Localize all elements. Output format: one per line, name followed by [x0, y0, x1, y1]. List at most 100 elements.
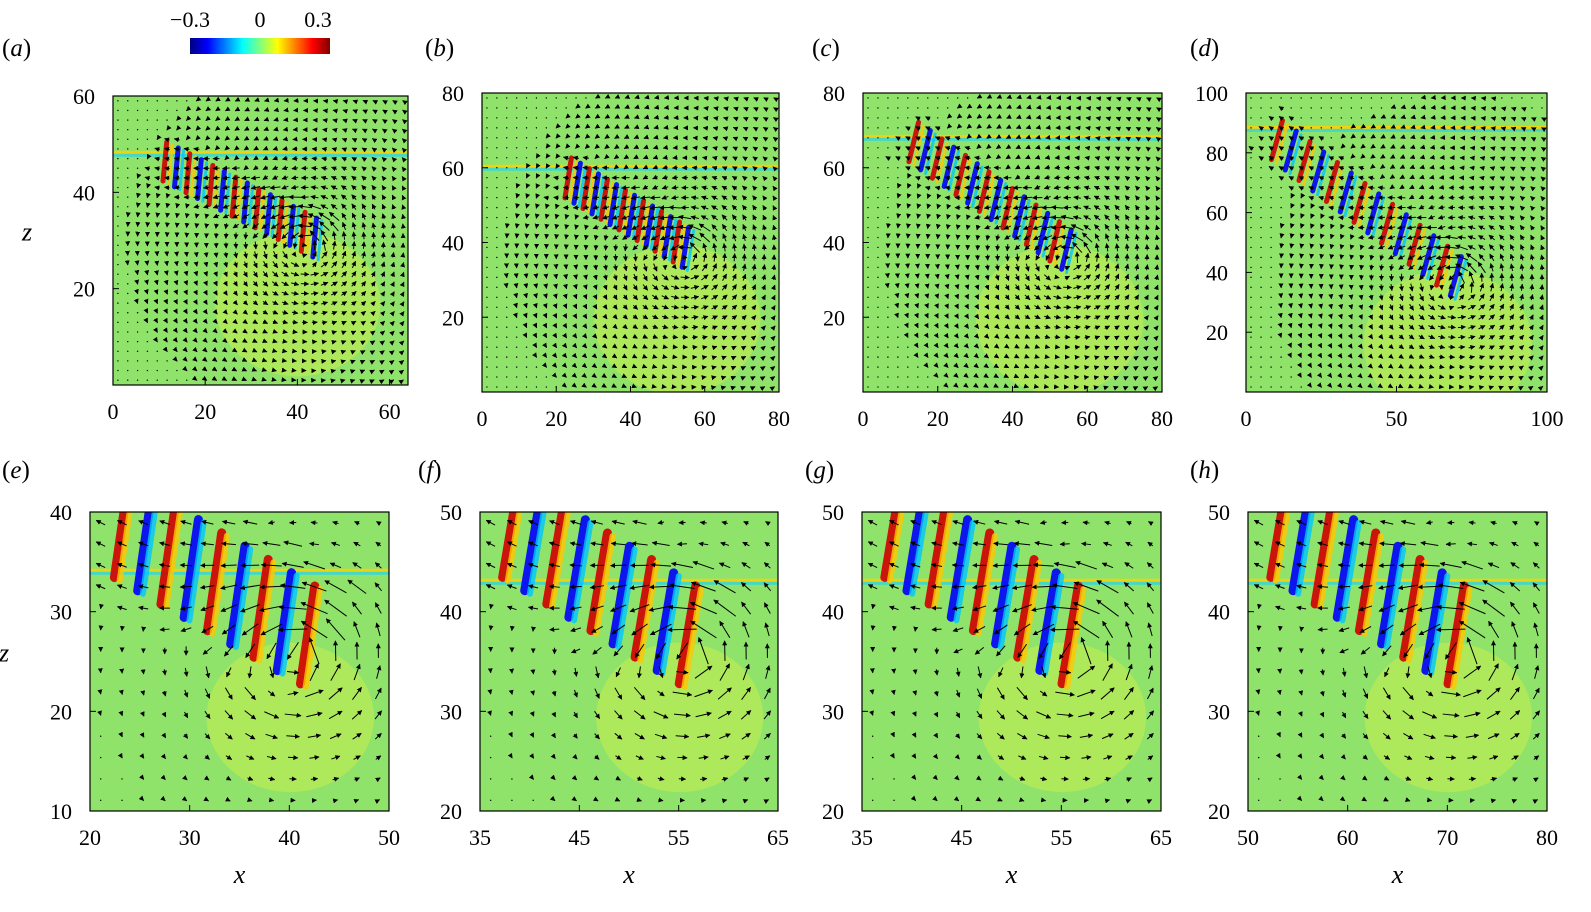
vector-dot [877, 316, 879, 318]
vector-arrow [162, 336, 168, 343]
vector-arrow [535, 163, 541, 169]
vector-arrow [203, 203, 210, 209]
vector-dot [506, 137, 508, 139]
vector-arrow [141, 626, 147, 632]
vector-arrow [1310, 213, 1315, 219]
vector-arrow [1370, 133, 1376, 139]
vector-dot [1250, 236, 1252, 239]
vector-dot [117, 273, 119, 275]
x-tick-label: 60 [1337, 825, 1359, 850]
vector-dot [887, 127, 889, 129]
vector-dot [146, 109, 149, 112]
vector-dot [897, 107, 899, 109]
vector-arrow [996, 114, 1002, 119]
vector-arrow [262, 174, 269, 180]
vector-arrow [1135, 117, 1142, 122]
vector-arrow [321, 310, 328, 316]
vector-arrow [712, 126, 719, 132]
vector-arrow [242, 309, 248, 315]
vector-arrow [731, 253, 737, 262]
vector-dot [117, 331, 119, 333]
vector-arrow [1317, 362, 1323, 369]
vector-dot [1300, 107, 1302, 109]
vector-dot [496, 107, 498, 109]
vector-arrow [205, 115, 211, 121]
vector-dot [525, 97, 528, 99]
vector-arrow [924, 303, 929, 309]
vector-dot [515, 137, 518, 139]
vector-arrow [153, 298, 159, 305]
vector-arrow [211, 356, 218, 362]
vector-arrow [702, 135, 708, 141]
vector-dot [99, 778, 102, 780]
vector-arrow [361, 241, 367, 249]
vector-arrow [164, 185, 170, 191]
vector-dot [1250, 326, 1252, 328]
vector-arrow [1074, 251, 1080, 264]
x-axis-label: x [1005, 860, 1018, 889]
vector-arrow [604, 103, 611, 109]
y-tick-label: 20 [823, 305, 845, 330]
vector-arrow [251, 347, 258, 353]
vector-arrow [201, 356, 208, 362]
vector-dot [877, 306, 879, 308]
vector-dot [1260, 216, 1262, 219]
vector-dot [907, 97, 909, 99]
vector-arrow [233, 251, 239, 259]
vector-arrow [1438, 284, 1444, 291]
vector-arrow [1023, 383, 1030, 389]
vector-arrow [310, 194, 319, 200]
vector-dot [565, 97, 567, 99]
vector-arrow [1113, 385, 1119, 391]
vector-dot [1250, 286, 1252, 289]
vector-arrow [320, 185, 328, 191]
vector-arrow [1296, 774, 1303, 780]
vector-arrow [934, 293, 940, 299]
vector-arrow [253, 145, 259, 151]
vector-arrow [913, 332, 919, 339]
vector-dot [1280, 376, 1282, 378]
vector-arrow [671, 165, 678, 170]
vector-dot [496, 226, 498, 229]
vector-dot [496, 296, 498, 299]
y-tick-label: 40 [1206, 260, 1228, 285]
vector-dot [867, 256, 869, 259]
vector-arrow [585, 123, 591, 129]
vector-dot [1360, 97, 1363, 99]
vector-arrow [291, 155, 298, 161]
vector-arrow [273, 107, 280, 113]
vector-arrow [926, 193, 932, 199]
vector-arrow [1360, 143, 1366, 149]
vector-arrow [1326, 382, 1333, 388]
vector-arrow [310, 281, 319, 287]
vector-arrow [923, 342, 929, 349]
vector-arrow [320, 204, 329, 210]
vector-arrow [264, 97, 270, 103]
vector-arrow [691, 165, 698, 171]
vector-arrow [582, 165, 589, 171]
y-tick-label: 60 [442, 156, 464, 181]
colorbar-tick-zero: 0 [255, 7, 266, 32]
vector-arrow [282, 319, 289, 325]
vector-arrow [253, 126, 260, 131]
vector-dot [867, 366, 869, 368]
vector-arrow [340, 378, 346, 384]
vector-dot [1370, 97, 1373, 99]
vector-arrow [203, 261, 209, 268]
vector-arrow [730, 385, 736, 391]
vector-arrow [1316, 382, 1322, 388]
vector-arrow [1156, 117, 1162, 123]
vector-arrow [1142, 386, 1149, 392]
vector-dot [117, 263, 119, 266]
vector-dot [1270, 256, 1272, 259]
vector-dot [1531, 107, 1533, 109]
vector-arrow [201, 375, 208, 381]
warm-lobe [206, 642, 375, 793]
vector-arrow [1317, 626, 1328, 632]
vector-dot [486, 296, 488, 299]
vector-arrow [541, 352, 548, 358]
vector-arrow [202, 299, 208, 305]
vector-dot [877, 226, 879, 229]
vector-arrow [243, 241, 249, 250]
vector-arrow [661, 364, 668, 370]
